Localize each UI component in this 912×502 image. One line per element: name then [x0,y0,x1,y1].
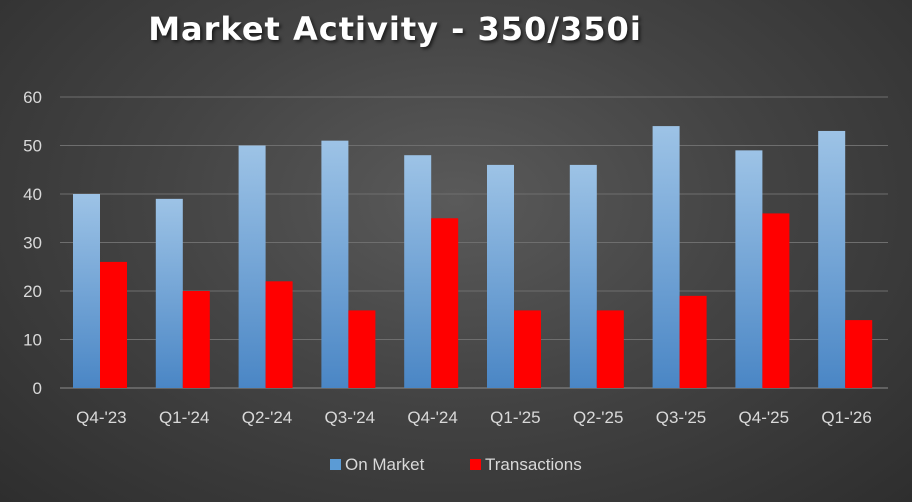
x-axis-ticks: Q4-'23 Q1-'24 Q2-'24 Q3-'24 Q4-'24 Q1-'25 Q2-'… [76,408,872,427]
x-tick-label: Q1-'24 [159,408,210,427]
bar-transactions [100,261,127,388]
bar-on-market [487,164,514,388]
bar-on-market [735,150,763,388]
y-tick-label: 50 [23,137,42,156]
legend-label: On Market [345,455,425,474]
x-tick-label: Q1-'26 [821,408,872,427]
bar-on-market [155,198,183,388]
bar-transactions [845,320,873,388]
bar-on-market [818,130,846,388]
bar-transactions [265,281,293,388]
bar-on-market [73,194,100,388]
x-tick-label: Q4-'23 [76,408,127,427]
y-tick-label: 60 [23,88,42,107]
x-tick-label: Q3-'25 [656,408,707,427]
y-tick-label: 20 [23,282,42,301]
bar-transactions [182,291,210,388]
bar-on-market [404,155,432,388]
y-tick-label: 40 [23,185,42,204]
legend: On Market Transactions [330,455,582,474]
bar-on-market [321,140,349,388]
legend-swatch [470,459,481,470]
chart-title: Market Activity - 350/350i [148,10,642,48]
y-tick-label: 30 [23,234,42,253]
bars [73,126,873,388]
x-tick-label: Q2-'25 [573,408,624,427]
x-tick-label: Q1-'25 [490,408,541,427]
x-tick-label: Q2-'24 [242,408,293,427]
bar-transactions [431,218,459,388]
y-tick-label: 0 [33,379,42,398]
x-tick-label: Q3-'24 [325,408,376,427]
x-tick-label: Q4-'24 [407,408,458,427]
y-tick-label: 10 [23,331,42,350]
bar-transactions [514,310,541,388]
bar-on-market [569,164,597,388]
x-tick-label: Q4-'25 [739,408,790,427]
bar-on-market [652,126,680,388]
bar-transactions [762,213,790,388]
bar-transactions [679,295,707,388]
bar-transactions [596,310,624,388]
y-axis-ticks: 0 10 20 30 40 50 60 [23,88,42,398]
legend-label: Transactions [485,455,582,474]
bar-transactions [348,310,376,388]
legend-swatch [330,459,341,470]
bar-on-market [238,145,266,388]
